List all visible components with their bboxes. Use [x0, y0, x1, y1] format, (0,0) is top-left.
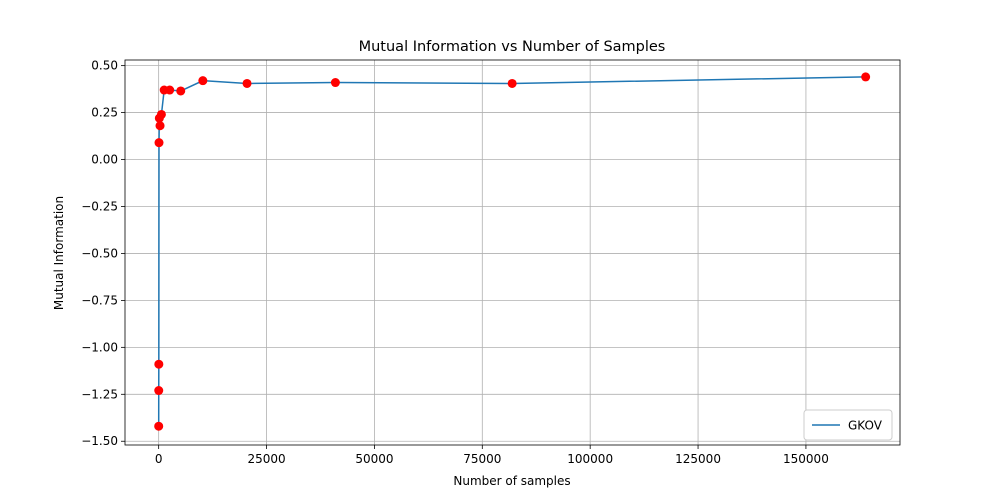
y-axis-label: Mutual Information [52, 196, 66, 310]
series-layer [154, 72, 871, 431]
legend: GKOV [803, 409, 893, 441]
y-tick-label: −0.25 [81, 199, 118, 213]
data-point [154, 386, 164, 396]
plot-frame [124, 59, 901, 446]
y-axis-ticks: −1.50 −1.25 −1.00 −0.75 −0.50 −0.25 0.00 0.25 0.… [81, 59, 125, 448]
data-point [330, 78, 340, 88]
y-tick-label: 0.00 [91, 153, 118, 167]
data-point [242, 78, 252, 88]
y-tick-label: −1.00 [81, 340, 118, 354]
x-tick-label: 50000 [355, 452, 393, 466]
y-tick-label: −0.50 [81, 246, 118, 260]
y-tick-label: −1.50 [81, 434, 118, 448]
x-tick-label: 25000 [247, 452, 285, 466]
x-axis-ticks: 0 25000 50000 75000 100000 125000 150000 [155, 445, 829, 466]
y-tick-label: −0.75 [81, 293, 118, 307]
data-point [154, 359, 164, 369]
legend-label-gkov: GKOV [848, 419, 883, 433]
data-point [155, 121, 165, 131]
y-tick-label: −1.25 [81, 387, 118, 401]
data-point [165, 85, 175, 95]
data-point [507, 78, 517, 88]
data-point [154, 138, 164, 148]
data-point [861, 72, 871, 82]
x-tick-label: 75000 [463, 452, 501, 466]
data-point [176, 86, 186, 96]
x-axis-label: Number of samples [453, 474, 570, 488]
grid [125, 60, 900, 445]
chart-title: Mutual Information vs Number of Samples [359, 39, 666, 55]
y-tick-label: 0.50 [91, 59, 118, 73]
data-point [156, 109, 166, 119]
legend-box [803, 409, 893, 441]
x-tick-label: 125000 [675, 452, 721, 466]
y-tick-label: 0.25 [91, 106, 118, 120]
x-tick-label: 150000 [783, 452, 829, 466]
x-tick-label: 0 [155, 452, 163, 466]
data-point [154, 421, 164, 431]
x-tick-label: 100000 [567, 452, 613, 466]
data-point [198, 76, 208, 86]
